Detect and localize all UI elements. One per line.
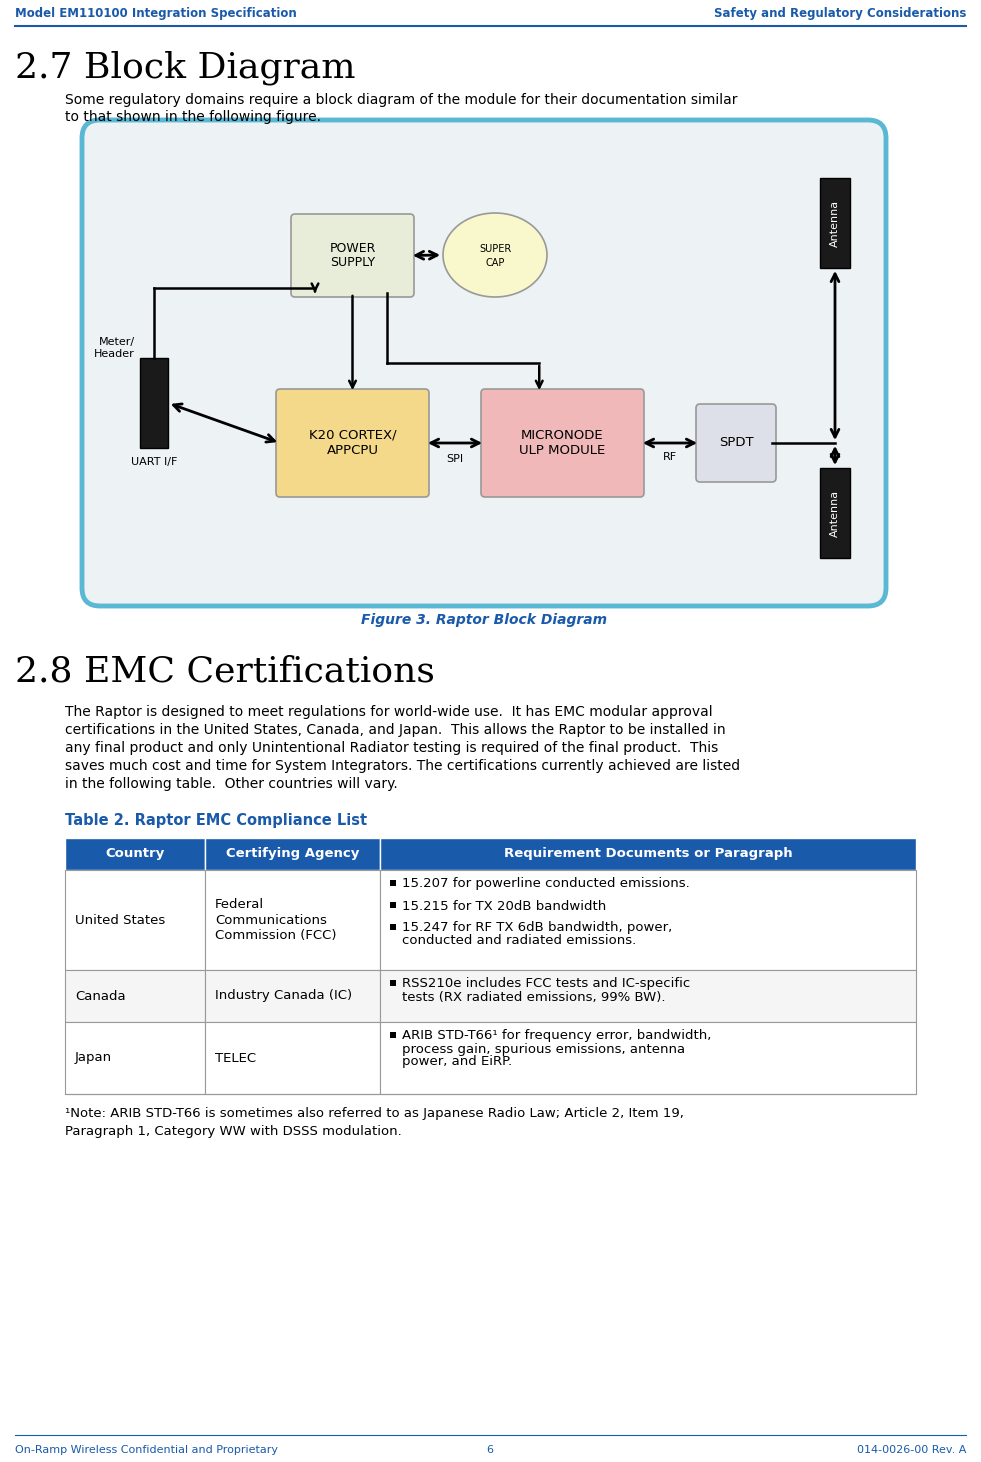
Bar bbox=[380, 1022, 916, 1094]
Text: Federal
Communications
Commission (FCC): Federal Communications Commission (FCC) bbox=[215, 899, 336, 942]
Text: Certifying Agency: Certifying Agency bbox=[226, 848, 359, 861]
Text: Model EM110100 Integration Specification: Model EM110100 Integration Specification bbox=[15, 7, 296, 20]
Bar bbox=[205, 1022, 380, 1094]
Text: The Raptor is designed to meet regulations for world-wide use.  It has EMC modul: The Raptor is designed to meet regulatio… bbox=[65, 705, 712, 719]
Text: RSS210e includes FCC tests and IC-specific: RSS210e includes FCC tests and IC-specif… bbox=[402, 978, 691, 990]
Text: SPDT: SPDT bbox=[719, 437, 753, 449]
Text: Canada: Canada bbox=[75, 990, 126, 1003]
Text: TELEC: TELEC bbox=[215, 1051, 256, 1064]
Bar bbox=[380, 838, 916, 870]
Text: 2.8 EMC Certifications: 2.8 EMC Certifications bbox=[15, 655, 435, 689]
Text: SUPER: SUPER bbox=[479, 244, 511, 254]
Text: process gain, spurious emissions, antenna: process gain, spurious emissions, antenn… bbox=[402, 1042, 685, 1056]
Text: 2.7 Block Diagram: 2.7 Block Diagram bbox=[15, 51, 355, 85]
Text: 014-0026-00 Rev. A: 014-0026-00 Rev. A bbox=[856, 1444, 966, 1455]
FancyBboxPatch shape bbox=[291, 213, 414, 297]
Text: 15.247 for RF TX 6dB bandwidth, power,: 15.247 for RF TX 6dB bandwidth, power, bbox=[402, 921, 672, 934]
Bar bbox=[65, 838, 205, 870]
FancyBboxPatch shape bbox=[276, 389, 429, 497]
Bar bbox=[820, 468, 850, 558]
Text: RF: RF bbox=[663, 452, 677, 462]
Ellipse shape bbox=[443, 213, 547, 297]
Bar bbox=[205, 838, 380, 870]
Text: certifications in the United States, Canada, and Japan.  This allows the Raptor : certifications in the United States, Can… bbox=[65, 724, 726, 737]
Text: in the following table.  Other countries will vary.: in the following table. Other countries … bbox=[65, 776, 397, 791]
Text: Safety and Regulatory Considerations: Safety and Regulatory Considerations bbox=[713, 7, 966, 20]
Text: ¹Note: ARIB STD-T66 is sometimes also referred to as Japanese Radio Law; Article: ¹Note: ARIB STD-T66 is sometimes also re… bbox=[65, 1108, 684, 1120]
Bar bbox=[140, 358, 168, 447]
Text: Table 2. Raptor EMC Compliance List: Table 2. Raptor EMC Compliance List bbox=[65, 813, 367, 827]
Bar bbox=[380, 969, 916, 1022]
Text: Header: Header bbox=[94, 349, 135, 360]
Text: SPI: SPI bbox=[446, 455, 464, 463]
Text: K20 CORTEX/
APPCPU: K20 CORTEX/ APPCPU bbox=[309, 428, 396, 458]
Bar bbox=[65, 1022, 205, 1094]
Bar bbox=[205, 870, 380, 969]
Bar bbox=[65, 870, 205, 969]
Bar bbox=[390, 1032, 396, 1038]
Text: Japan: Japan bbox=[75, 1051, 112, 1064]
Bar bbox=[65, 969, 205, 1022]
Bar bbox=[390, 902, 396, 908]
Bar bbox=[205, 969, 380, 1022]
Text: United States: United States bbox=[75, 914, 165, 927]
Bar bbox=[380, 870, 916, 969]
Text: Paragraph 1, Category WW with DSSS modulation.: Paragraph 1, Category WW with DSSS modul… bbox=[65, 1126, 402, 1139]
Bar bbox=[390, 924, 396, 930]
Text: Industry Canada (IC): Industry Canada (IC) bbox=[215, 990, 352, 1003]
Text: 6: 6 bbox=[487, 1444, 493, 1455]
Text: Requirement Documents or Paragraph: Requirement Documents or Paragraph bbox=[503, 848, 793, 861]
FancyBboxPatch shape bbox=[696, 404, 776, 482]
Text: 15.207 for powerline conducted emissions.: 15.207 for powerline conducted emissions… bbox=[402, 877, 690, 890]
Text: On-Ramp Wireless Confidential and Proprietary: On-Ramp Wireless Confidential and Propri… bbox=[15, 1444, 278, 1455]
Text: POWER
SUPPLY: POWER SUPPLY bbox=[330, 241, 376, 269]
Text: MICRONODE
ULP MODULE: MICRONODE ULP MODULE bbox=[519, 428, 605, 458]
Text: 15.215 for TX 20dB bandwidth: 15.215 for TX 20dB bandwidth bbox=[402, 899, 606, 912]
Text: Antenna: Antenna bbox=[830, 199, 840, 247]
FancyBboxPatch shape bbox=[481, 389, 644, 497]
Text: power, and EiRP.: power, and EiRP. bbox=[402, 1056, 512, 1069]
Text: saves much cost and time for System Integrators. The certifications currently ac: saves much cost and time for System Inte… bbox=[65, 759, 740, 773]
Bar bbox=[390, 980, 396, 985]
Text: CAP: CAP bbox=[486, 257, 504, 268]
Text: to that shown in the following figure.: to that shown in the following figure. bbox=[65, 110, 321, 124]
Bar bbox=[390, 880, 396, 886]
FancyBboxPatch shape bbox=[82, 120, 886, 607]
Bar bbox=[820, 178, 850, 268]
Text: Some regulatory domains require a block diagram of the module for their document: Some regulatory domains require a block … bbox=[65, 94, 738, 107]
Text: Meter/: Meter/ bbox=[99, 338, 135, 346]
Text: conducted and radiated emissions.: conducted and radiated emissions. bbox=[402, 934, 637, 947]
Text: any final product and only Unintentional Radiator testing is required of the fin: any final product and only Unintentional… bbox=[65, 741, 718, 754]
Text: Antenna: Antenna bbox=[830, 490, 840, 537]
Text: Country: Country bbox=[105, 848, 165, 861]
Text: UART I/F: UART I/F bbox=[130, 458, 178, 466]
Text: tests (RX radiated emissions, 99% BW).: tests (RX radiated emissions, 99% BW). bbox=[402, 990, 665, 1003]
Text: Figure 3. Raptor Block Diagram: Figure 3. Raptor Block Diagram bbox=[361, 613, 607, 627]
Text: ARIB STD-T66¹ for frequency error, bandwidth,: ARIB STD-T66¹ for frequency error, bandw… bbox=[402, 1029, 711, 1042]
